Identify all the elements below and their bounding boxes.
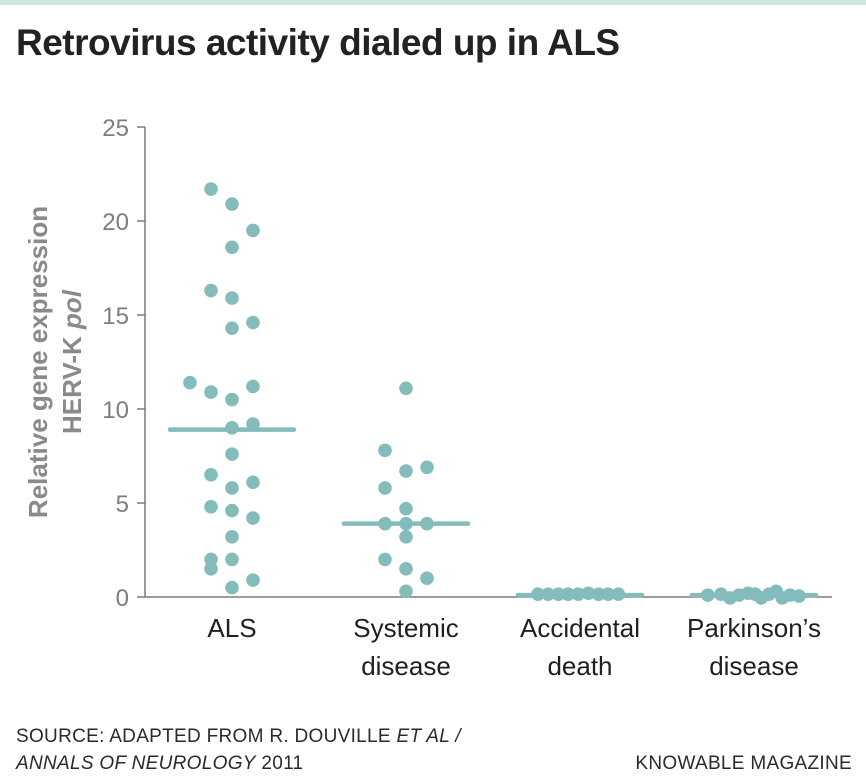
data-point <box>225 197 239 211</box>
source-year: 2011 <box>255 753 304 774</box>
data-point <box>378 552 392 567</box>
data-point <box>399 501 413 516</box>
data-point <box>204 468 218 482</box>
data-point <box>225 552 239 567</box>
y-tick-label: 10 <box>102 397 129 424</box>
data-point <box>225 530 239 544</box>
data-point <box>378 443 392 458</box>
series-2 <box>515 586 645 601</box>
data-point <box>246 511 260 525</box>
data-marks <box>167 182 819 605</box>
data-point <box>204 182 218 196</box>
data-point <box>399 562 413 576</box>
series-1 <box>341 381 471 599</box>
data-point <box>204 562 218 576</box>
category-label: Parkinson’s <box>687 613 821 643</box>
data-point <box>225 291 239 305</box>
data-point <box>225 580 239 595</box>
category-label-line2: disease <box>361 651 451 681</box>
y-axis: 0 5 10 15 20 25 <box>102 115 146 612</box>
brand-credit: KNOWABLE MAGAZINE <box>635 753 852 774</box>
data-point <box>204 385 218 399</box>
data-point <box>225 481 239 495</box>
y-tick-label: 0 <box>116 585 129 612</box>
data-point <box>204 283 218 298</box>
category-label-line2: death <box>547 651 612 681</box>
data-point <box>183 375 197 390</box>
data-point <box>399 530 413 544</box>
series-0 <box>167 182 297 595</box>
data-point <box>225 447 239 461</box>
chart-title: Retrovirus activity dialed up in ALS <box>16 22 620 63</box>
data-point <box>399 381 413 396</box>
y-tick-label: 20 <box>102 209 129 236</box>
data-point <box>399 464 413 478</box>
data-point <box>378 481 392 495</box>
data-point <box>399 584 413 599</box>
category-label: ALS <box>207 613 256 643</box>
series-3 <box>689 584 819 605</box>
y-axis-title-line2: HERV-K pol <box>57 289 87 434</box>
data-point <box>246 475 260 490</box>
y-axis-title-prefix: HERV-K <box>57 329 87 434</box>
category-label-line2: disease <box>709 651 799 681</box>
source-journal: ANNALS OF NEUROLOGY <box>16 753 256 774</box>
data-point <box>246 223 260 238</box>
y-tick-label: 5 <box>116 491 129 518</box>
top-rule <box>0 0 866 5</box>
data-point <box>420 571 434 585</box>
data-point <box>246 573 260 587</box>
scatter-chart: 0 5 10 15 20 25 ALS Systemic disease Accidental d… <box>23 115 832 681</box>
y-axis-title-italic: pol <box>57 289 87 330</box>
data-point <box>204 499 218 514</box>
data-point <box>246 379 260 394</box>
data-point <box>225 503 239 518</box>
source-credit: SOURCE: ADAPTED FROM R. DOUVILLE ET AL /… <box>16 723 461 777</box>
source-et-al: ET AL / <box>396 726 461 747</box>
source-prefix: SOURCE: ADAPTED FROM R. DOUVILLE <box>16 726 397 747</box>
category-label: Accidental <box>520 613 640 643</box>
data-point <box>204 552 218 567</box>
data-point <box>420 460 434 475</box>
category-labels: ALS Systemic disease Accidental death Parkins… <box>207 613 821 681</box>
y-tick-label: 15 <box>102 303 129 330</box>
y-tick-label: 25 <box>102 115 129 142</box>
data-point <box>246 315 260 330</box>
y-axis-title-line1: Relative gene expression <box>23 206 53 518</box>
data-point <box>225 392 239 407</box>
category-label: Systemic <box>353 613 458 643</box>
data-point <box>225 321 239 335</box>
data-point <box>225 240 239 255</box>
